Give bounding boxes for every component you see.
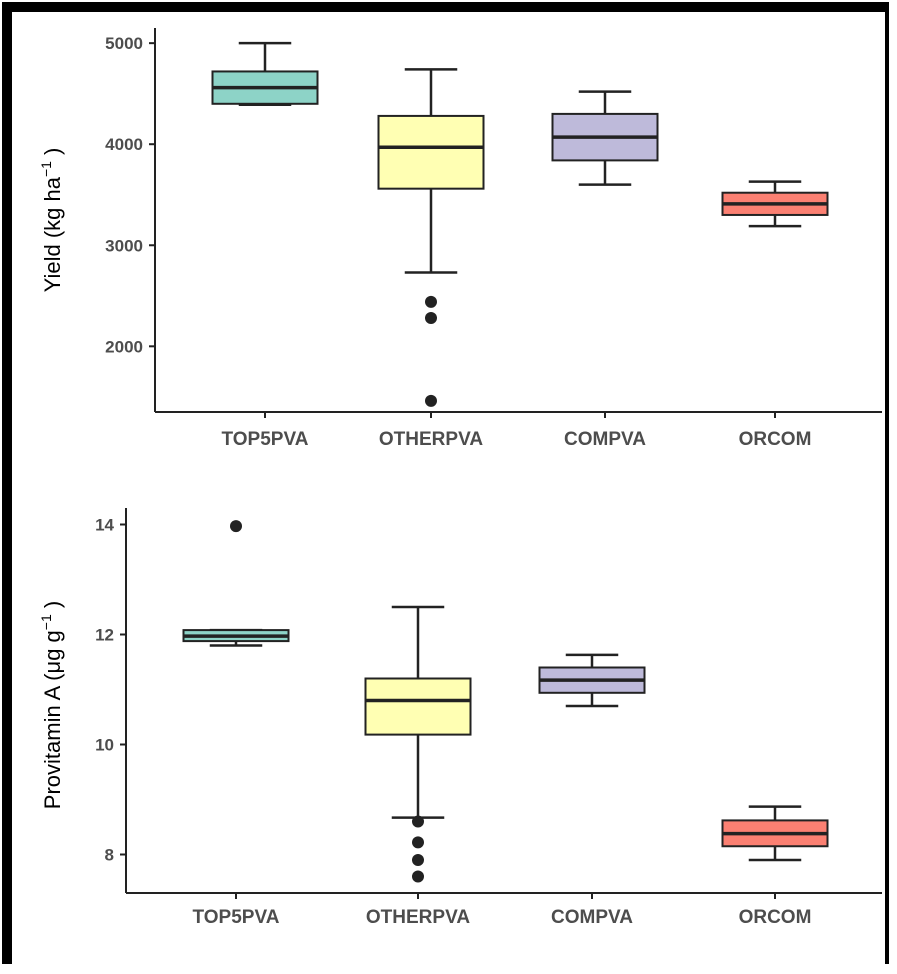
panel-1-y-tick-label-3: 5000 bbox=[105, 34, 143, 53]
panel-2-y-tick-label-1: 10 bbox=[95, 736, 114, 755]
panel-2-box-2-iqr-box bbox=[364, 677, 472, 736]
panel-2-category-label-3: ORCOM bbox=[739, 907, 812, 928]
panel-2-category-label-1: OTHERPVA bbox=[366, 907, 470, 928]
panel-2-box-2-outlier-2 bbox=[412, 854, 424, 866]
panel-2-y-axis-title: Provitamin A (μg g−1 ) bbox=[38, 601, 65, 809]
panel-1-box-2-outlier-0 bbox=[425, 295, 437, 308]
panel-2-category-label-0: TOP5PVA bbox=[193, 907, 280, 928]
panel-1-box-2-outlier-1 bbox=[425, 312, 437, 325]
panel-1-category-label-2: COMPVA bbox=[564, 429, 646, 450]
panel-1-y-tick-label-2: 4000 bbox=[105, 135, 143, 154]
panel-1-box-2-iqr-box bbox=[377, 114, 485, 190]
panel-1-category-label-0: TOP5PVA bbox=[222, 429, 309, 450]
panel-1-box-2-outlier-2 bbox=[425, 394, 437, 407]
panel-2-y-tick-label-3: 14 bbox=[95, 516, 114, 535]
image-frame bbox=[2, 2, 889, 964]
panel-2-box-1-outlier-0 bbox=[230, 520, 242, 533]
panel-1-y-tick-label-1: 3000 bbox=[105, 236, 143, 255]
panel-1-y-axis-title: Yield (kg ha−1 ) bbox=[38, 148, 65, 293]
panel-2-y-tick-label-2: 12 bbox=[95, 626, 114, 645]
panel-2-y-tick-label-0: 8 bbox=[105, 846, 114, 865]
panel-1-category-label-1: OTHERPVA bbox=[379, 429, 483, 450]
panel-2-box-2-outlier-0 bbox=[412, 815, 424, 828]
panel-2-box-2-outlier-3 bbox=[412, 870, 424, 883]
panel-1-y-tick-label-0: 2000 bbox=[105, 337, 143, 356]
panel-2-category-label-2: COMPVA bbox=[551, 907, 633, 928]
panel-1-category-label-3: ORCOM bbox=[739, 429, 812, 450]
panel-2-box-2-outlier-1 bbox=[412, 836, 424, 849]
